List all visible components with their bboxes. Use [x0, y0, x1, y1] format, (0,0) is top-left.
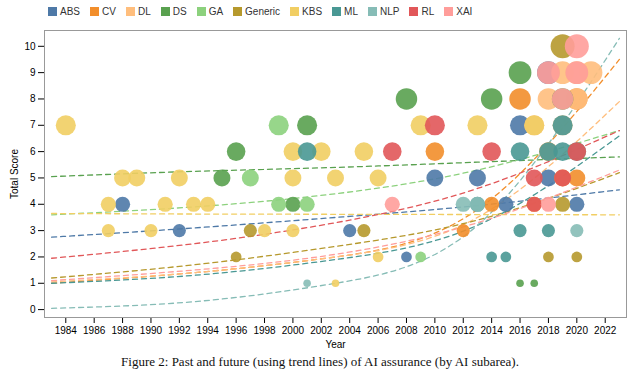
- svg-text:0: 0: [30, 304, 36, 315]
- html-text:KBS: KBS: [302, 6, 323, 17]
- html-text:Generic: Generic: [245, 6, 281, 17]
- svg-text:2008: 2008: [395, 325, 418, 336]
- svg-text:1988: 1988: [111, 325, 134, 336]
- svg-text:6: 6: [30, 146, 36, 157]
- html-text:ML: ML: [344, 6, 358, 17]
- svg-text:2010: 2010: [424, 325, 447, 336]
- html-text:GA: GA: [208, 6, 224, 17]
- svg-text:2002: 2002: [310, 325, 333, 336]
- svg-text:1992: 1992: [168, 325, 191, 336]
- svg-text:8: 8: [30, 93, 36, 104]
- svg-text:Year: Year: [325, 339, 346, 350]
- html-text:Figure 2: Past and future (usi: Figure 2: Past and future (using trend l…: [121, 354, 519, 369]
- svg-text:5: 5: [30, 172, 36, 183]
- svg-text:3: 3: [30, 225, 36, 236]
- svg-text:7: 7: [30, 119, 36, 130]
- svg-text:2018: 2018: [537, 325, 560, 336]
- svg-text:2020: 2020: [566, 325, 589, 336]
- svg-text:1998: 1998: [253, 325, 276, 336]
- svg-text:2014: 2014: [481, 325, 504, 336]
- svg-text:1986: 1986: [83, 325, 106, 336]
- svg-text:9: 9: [30, 67, 36, 78]
- html-text:DL: DL: [137, 6, 151, 17]
- svg-text:2006: 2006: [367, 325, 390, 336]
- svg-text:4: 4: [30, 198, 36, 209]
- svg-text:10: 10: [24, 40, 36, 51]
- svg-text:1990: 1990: [140, 325, 163, 336]
- html-text:RL: RL: [421, 6, 435, 17]
- svg-text:2016: 2016: [509, 325, 532, 336]
- svg-text:1996: 1996: [225, 325, 248, 336]
- html-text:DS: DS: [172, 6, 187, 17]
- html-text:XAI: XAI: [456, 6, 473, 17]
- svg-text:2022: 2022: [594, 325, 617, 336]
- svg-text:Total Score: Total Score: [9, 149, 20, 199]
- html-text:ABS: ABS: [60, 6, 80, 17]
- svg-text:1994: 1994: [197, 325, 220, 336]
- svg-text:2012: 2012: [452, 325, 475, 336]
- svg-text:1984: 1984: [55, 325, 78, 336]
- html-text:NLP: NLP: [380, 6, 400, 17]
- svg-text:2: 2: [30, 251, 36, 262]
- svg-text:1: 1: [30, 277, 36, 288]
- svg-text:2004: 2004: [339, 325, 362, 336]
- html-text:CV: CV: [102, 6, 116, 17]
- svg-text:2000: 2000: [282, 325, 305, 336]
